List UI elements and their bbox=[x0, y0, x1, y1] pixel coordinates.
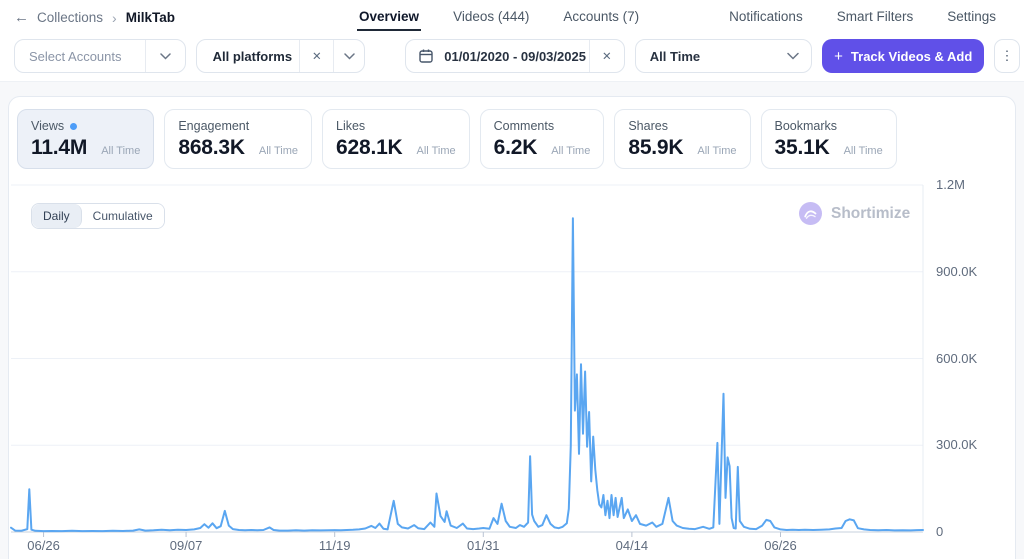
tab-videos[interactable]: Videos (444) bbox=[453, 9, 530, 24]
tab-overview[interactable]: Overview bbox=[357, 4, 422, 31]
metric-value: 868.3K bbox=[178, 136, 245, 159]
main-area: Views 11.4M All Time Engagement 868.3K All… bbox=[0, 82, 1024, 559]
chevron-right-icon: › bbox=[112, 9, 117, 26]
toggle-daily[interactable]: Daily bbox=[32, 204, 82, 228]
metric-value: 85.9K bbox=[628, 136, 684, 159]
metric-card-engagement[interactable]: Engagement 868.3K All Time bbox=[164, 109, 312, 169]
views-line-chart bbox=[10, 184, 924, 537]
platform-filter[interactable]: All platforms ✕ bbox=[195, 39, 366, 73]
clear-platform-icon[interactable]: ✕ bbox=[311, 51, 322, 63]
chevron-down-icon[interactable] bbox=[334, 40, 364, 72]
metric-card-views[interactable]: Views 11.4M All Time bbox=[17, 109, 155, 169]
chip-divider bbox=[144, 40, 146, 72]
date-range-value: 01/01/2020 - 09/03/2025 bbox=[444, 48, 586, 64]
metric-period: All Time bbox=[843, 145, 883, 157]
track-videos-add-button[interactable]: + Track Videos & Add bbox=[822, 39, 985, 73]
metric-period: All Time bbox=[551, 145, 591, 157]
metric-period: All Time bbox=[416, 145, 456, 157]
metric-value: 35.1K bbox=[774, 136, 830, 159]
date-range-picker[interactable]: 01/01/2020 - 09/03/2025 ✕ bbox=[405, 39, 625, 73]
metric-card-bookmarks[interactable]: Bookmarks 35.1K All Time bbox=[760, 109, 897, 169]
metric-label: Likes bbox=[336, 119, 366, 133]
kebab-icon: ⋮ bbox=[1000, 48, 1014, 63]
calendar-icon bbox=[418, 48, 434, 64]
time-range-select[interactable]: All Time bbox=[634, 39, 813, 73]
tab-smart-filters[interactable]: Smart Filters bbox=[836, 9, 914, 24]
metric-value: 6.2K bbox=[493, 136, 538, 159]
header-tabs: Overview Videos (444) Accounts (7) Notif… bbox=[357, 4, 998, 31]
select-accounts-placeholder: Select Accounts bbox=[29, 48, 122, 64]
chevron-down-icon bbox=[775, 40, 811, 72]
breadcrumb: ← Collections › MilkTab bbox=[14, 9, 175, 26]
tab-accounts[interactable]: Accounts (7) bbox=[563, 9, 640, 24]
top-header: ← Collections › MilkTab Overview Videos … bbox=[0, 0, 1024, 31]
metric-card-comments[interactable]: Comments 6.2K All Time bbox=[479, 109, 605, 169]
chevron-down-icon[interactable] bbox=[146, 40, 185, 72]
breadcrumb-current: MilkTab bbox=[125, 10, 175, 25]
metric-period: All Time bbox=[101, 145, 141, 157]
metric-card-likes[interactable]: Likes 628.1K All Time bbox=[322, 109, 470, 169]
tab-notifications[interactable]: Notifications bbox=[729, 9, 803, 24]
shortimize-watermark: Shortimize bbox=[799, 202, 910, 225]
metric-label: Comments bbox=[493, 119, 555, 133]
clear-date-icon[interactable]: ✕ bbox=[601, 51, 612, 63]
metric-label: Shares bbox=[628, 119, 668, 133]
select-accounts-dropdown[interactable]: Select Accounts bbox=[14, 39, 186, 73]
selected-metric-dot-icon bbox=[70, 122, 78, 130]
views-series-line bbox=[10, 217, 924, 533]
metric-label: Views bbox=[31, 119, 65, 133]
metric-label: Engagement bbox=[178, 119, 250, 133]
platform-filter-value: All platforms bbox=[212, 48, 293, 64]
metric-value: 11.4M bbox=[31, 136, 88, 159]
track-videos-add-label: Track Videos & Add bbox=[850, 48, 973, 64]
watermark-text: Shortimize bbox=[831, 204, 911, 222]
time-range-value: All Time bbox=[649, 48, 701, 64]
metric-cards-row: Views 11.4M All Time Engagement 868.3K All… bbox=[17, 109, 897, 169]
breadcrumb-collections[interactable]: Collections bbox=[37, 10, 104, 25]
metric-period: All Time bbox=[697, 145, 737, 157]
metric-card-shares[interactable]: Shares 85.9K All Time bbox=[614, 109, 751, 169]
back-arrow-icon[interactable]: ← bbox=[14, 9, 29, 26]
metric-value: 628.1K bbox=[336, 136, 403, 159]
chip-divider bbox=[333, 40, 335, 72]
toggle-cumulative[interactable]: Cumulative bbox=[81, 204, 164, 228]
tab-settings[interactable]: Settings bbox=[947, 9, 996, 24]
more-options-button[interactable]: ⋮ bbox=[994, 39, 1020, 73]
filter-bar: Select Accounts All platforms ✕ 01/01/20… bbox=[0, 31, 1024, 82]
metric-label: Bookmarks bbox=[774, 119, 838, 133]
analytics-card: Views 11.4M All Time Engagement 868.3K All… bbox=[8, 96, 1016, 559]
chip-divider bbox=[299, 40, 301, 72]
plus-icon: + bbox=[834, 47, 843, 65]
chip-divider bbox=[588, 40, 590, 72]
shortimize-logo-icon bbox=[799, 202, 822, 225]
metric-period: All Time bbox=[258, 145, 298, 157]
chart-mode-toggle: Daily Cumulative bbox=[31, 203, 165, 229]
